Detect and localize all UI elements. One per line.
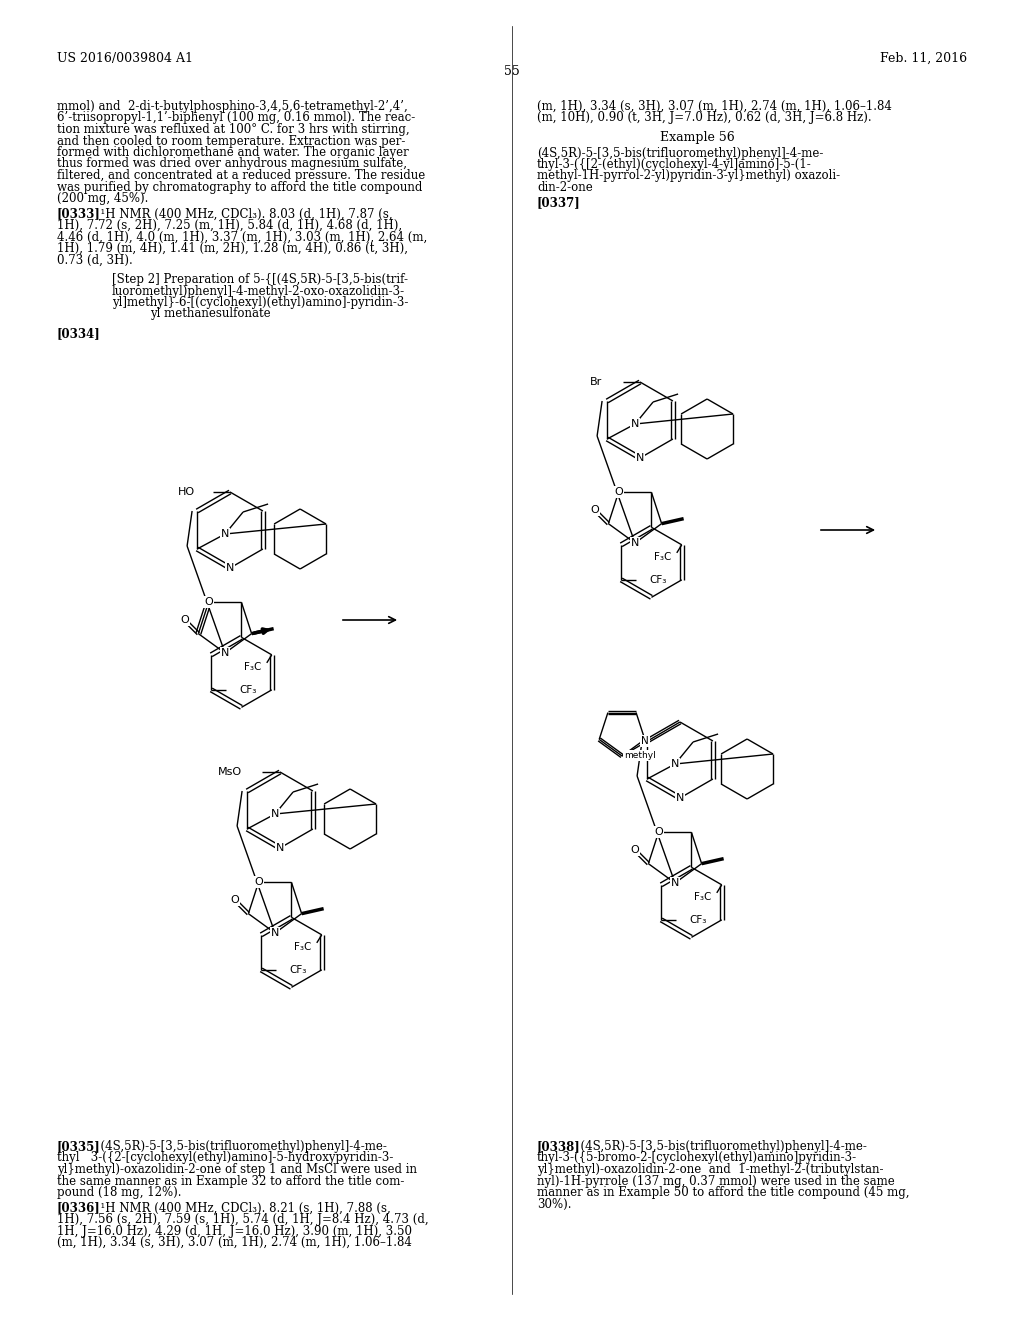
Text: formed with dichloromethane and water. The organic layer: formed with dichloromethane and water. T… (57, 147, 409, 158)
Text: O: O (590, 504, 599, 515)
Text: CF₃: CF₃ (289, 965, 306, 975)
Text: ¹H NMR (400 MHz, CDCl₃). 8.03 (d, 1H), 7.87 (s,: ¹H NMR (400 MHz, CDCl₃). 8.03 (d, 1H), 7… (93, 207, 392, 220)
Text: mmol) and  2-di-t-butylphosphino-3,4,5,6-tetramethyl-2’,4’,: mmol) and 2-di-t-butylphosphino-3,4,5,6-… (57, 100, 408, 114)
Text: N: N (671, 878, 679, 888)
Text: thyl-3-({[2-(ethyl)(cyclohexyl-4-yl]amino]-5-(1-: thyl-3-({[2-(ethyl)(cyclohexyl-4-yl]amin… (537, 158, 812, 172)
Text: O: O (654, 828, 663, 837)
Text: Feb. 11, 2016: Feb. 11, 2016 (880, 51, 967, 65)
Text: N: N (676, 793, 684, 803)
Text: (m, 1H), 3.34 (s, 3H), 3.07 (m, 1H), 2.74 (m, 1H), 1.06–1.84: (m, 1H), 3.34 (s, 3H), 3.07 (m, 1H), 2.7… (537, 100, 892, 114)
Text: ¹H NMR (400 MHz, CDCl₃). 8.21 (s, 1H), 7.88 (s,: ¹H NMR (400 MHz, CDCl₃). 8.21 (s, 1H), 7… (93, 1201, 391, 1214)
Text: 1H), 7.56 (s, 2H), 7.59 (s, 1H), 5.74 (d, 1H, J=8.4 Hz), 4.73 (d,: 1H), 7.56 (s, 2H), 7.59 (s, 1H), 5.74 (d… (57, 1213, 429, 1226)
Text: thus formed was dried over anhydrous magnesium sulfate,: thus formed was dried over anhydrous mag… (57, 157, 407, 170)
Text: and then cooled to room temperature. Extraction was per-: and then cooled to room temperature. Ext… (57, 135, 406, 148)
Text: N: N (271, 809, 280, 818)
Text: O: O (254, 878, 263, 887)
Text: luoromethyl)phenyl]-4-methyl-2-oxo-oxazolidin-3-: luoromethyl)phenyl]-4-methyl-2-oxo-oxazo… (112, 285, 406, 297)
Text: [0333]: [0333] (57, 207, 101, 220)
Text: yl]methyl}-6-[(cyclohexyl)(ethyl)amino]-pyridin-3-: yl]methyl}-6-[(cyclohexyl)(ethyl)amino]-… (112, 296, 409, 309)
Text: CF₃: CF₃ (689, 915, 707, 925)
Text: F₃C: F₃C (245, 661, 262, 672)
Text: 0.73 (d, 3H).: 0.73 (d, 3H). (57, 253, 133, 267)
Text: [0338]: [0338] (537, 1140, 581, 1152)
Text: 6’-triisopropyl-1,1’-biphenyl (100 mg, 0.16 mmol). The reac-: 6’-triisopropyl-1,1’-biphenyl (100 mg, 0… (57, 111, 416, 124)
Text: [0337]: [0337] (537, 197, 581, 210)
Text: yl}methyl)-oxazolidin-2-one  and  1-methyl-2-(tributylstan-: yl}methyl)-oxazolidin-2-one and 1-methyl… (537, 1163, 884, 1176)
Text: N: N (221, 529, 229, 539)
Text: (200 mg, 45%).: (200 mg, 45%). (57, 191, 148, 205)
Text: (m, 1H), 3.34 (s, 3H), 3.07 (m, 1H), 2.74 (m, 1H), 1.06–1.84: (m, 1H), 3.34 (s, 3H), 3.07 (m, 1H), 2.7… (57, 1236, 412, 1249)
Text: 1H), 1.79 (m, 4H), 1.41 (m, 2H), 1.28 (m, 4H), 0.86 (t, 3H),: 1H), 1.79 (m, 4H), 1.41 (m, 2H), 1.28 (m… (57, 242, 408, 255)
Text: methyl-1H-pyrrol-2-yl)pyridin-3-yl}methyl) oxazoli-: methyl-1H-pyrrol-2-yl)pyridin-3-yl}methy… (537, 169, 840, 182)
Text: CF₃: CF₃ (240, 685, 257, 694)
Text: N: N (221, 648, 229, 657)
Text: [0335]: [0335] (57, 1140, 100, 1152)
Text: 1H, J=16.0 Hz), 4.29 (d, 1H, J=16.0 Hz), 3.90 (m, 1H), 3.50: 1H, J=16.0 Hz), 4.29 (d, 1H, J=16.0 Hz),… (57, 1225, 412, 1238)
Text: manner as in Example 50 to afford the title compound (45 mg,: manner as in Example 50 to afford the ti… (537, 1185, 909, 1199)
Text: yl}methyl)-oxazolidin-2-one of step 1 and MsCl were used in: yl}methyl)-oxazolidin-2-one of step 1 an… (57, 1163, 417, 1176)
Text: (4S,5R)-5-[3,5-bis(trifluoromethyl)phenyl]-4-me-: (4S,5R)-5-[3,5-bis(trifluoromethyl)pheny… (573, 1140, 867, 1152)
Text: F₃C: F₃C (654, 552, 672, 562)
Text: O: O (204, 598, 213, 607)
Text: pound (18 mg, 12%).: pound (18 mg, 12%). (57, 1185, 181, 1199)
Text: O: O (614, 487, 623, 498)
Text: 30%).: 30%). (537, 1197, 571, 1210)
Text: N: N (631, 418, 639, 429)
Text: [Step 2] Preparation of 5-{[(4S,5R)-5-[3,5-bis(trif-: [Step 2] Preparation of 5-{[(4S,5R)-5-[3… (112, 273, 408, 286)
Text: 1H), 7.72 (s, 2H), 7.25 (m, 1H), 5.84 (d, 1H), 4.68 (d, 1H),: 1H), 7.72 (s, 2H), 7.25 (m, 1H), 5.84 (d… (57, 219, 402, 232)
Text: CF₃: CF₃ (649, 574, 667, 585)
Text: yl methanesulfonate: yl methanesulfonate (150, 308, 270, 321)
Text: the same manner as in Example 32 to afford the title com-: the same manner as in Example 32 to affo… (57, 1175, 404, 1188)
Text: N: N (636, 453, 644, 463)
Text: O: O (180, 615, 188, 624)
Text: Example 56: Example 56 (660, 131, 735, 144)
Text: US 2016/0039804 A1: US 2016/0039804 A1 (57, 51, 193, 65)
Text: O: O (230, 895, 239, 904)
Text: N: N (641, 737, 648, 746)
Text: 55: 55 (504, 65, 520, 78)
Text: N: N (226, 564, 234, 573)
Text: nyl)-1H-pyrrole (137 mg, 0.37 mmol) were used in the same: nyl)-1H-pyrrole (137 mg, 0.37 mmol) were… (537, 1175, 895, 1188)
Text: din-2-one: din-2-one (537, 181, 593, 194)
Text: N: N (270, 928, 280, 939)
Text: [0334]: [0334] (57, 327, 100, 341)
Text: F₃C: F₃C (294, 942, 311, 952)
Text: 4.46 (d, 1H), 4.0 (m, 1H), 3.37 (m, 1H), 3.03 (m, 1H), 2.64 (m,: 4.46 (d, 1H), 4.0 (m, 1H), 3.37 (m, 1H),… (57, 231, 427, 243)
Text: tion mixture was refluxed at 100° C. for 3 hrs with stirring,: tion mixture was refluxed at 100° C. for… (57, 123, 410, 136)
Text: filtered, and concentrated at a reduced pressure. The residue: filtered, and concentrated at a reduced … (57, 169, 425, 182)
Text: O: O (630, 845, 639, 854)
Text: N: N (631, 539, 639, 548)
Text: methyl: methyl (624, 751, 655, 760)
Text: (4S,5R)-5-[3,5-bis(trifluoromethyl)phenyl]-4-me-: (4S,5R)-5-[3,5-bis(trifluoromethyl)pheny… (537, 147, 823, 160)
Text: [0336]: [0336] (57, 1201, 100, 1214)
Text: F₃C: F₃C (694, 892, 712, 902)
Text: MsO: MsO (218, 767, 242, 777)
Text: Br: Br (590, 378, 602, 387)
Text: (m, 10H), 0.90 (t, 3H, J=7.0 Hz), 0.62 (d, 3H, J=6.8 Hz).: (m, 10H), 0.90 (t, 3H, J=7.0 Hz), 0.62 (… (537, 111, 871, 124)
Text: N: N (275, 843, 285, 853)
Text: was purified by chromatography to afford the title compound: was purified by chromatography to afford… (57, 181, 422, 194)
Text: thyl   3-({2-[cyclohexyl(ethyl)amino]-5-hydroxypyridin-3-: thyl 3-({2-[cyclohexyl(ethyl)amino]-5-hy… (57, 1151, 393, 1164)
Text: N: N (671, 759, 679, 770)
Text: thyl-3-({5-bromo-2-[cyclohexyl(ethyl)amino]pyridin-3-: thyl-3-({5-bromo-2-[cyclohexyl(ethyl)ami… (537, 1151, 857, 1164)
Text: HO: HO (178, 487, 195, 498)
Text: (4S,5R)-5-[3,5-bis(trifluoromethyl)phenyl]-4-me-: (4S,5R)-5-[3,5-bis(trifluoromethyl)pheny… (93, 1140, 387, 1152)
